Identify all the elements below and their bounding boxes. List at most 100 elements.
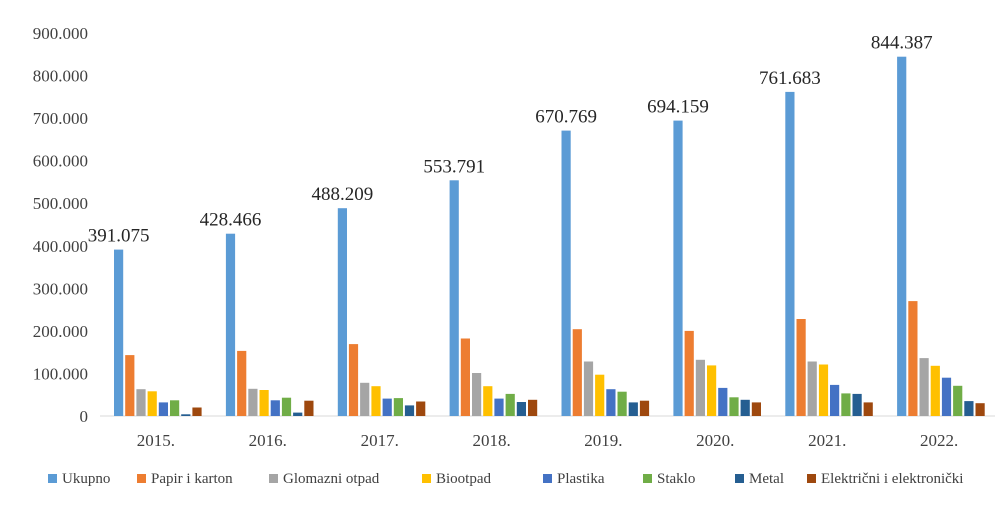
bar	[449, 180, 459, 416]
bar	[114, 249, 124, 416]
bar	[673, 120, 683, 416]
legend-item: Ukupno	[48, 471, 110, 487]
y-tick-label: 100.000	[33, 364, 88, 383]
bar	[941, 377, 952, 416]
bar	[785, 91, 795, 417]
bar	[740, 399, 750, 416]
legend-label: Papir i karton	[151, 471, 233, 487]
bar	[404, 405, 415, 416]
legend-label: Ukupno	[62, 471, 110, 487]
legend-swatch	[807, 474, 816, 483]
bar	[460, 338, 470, 416]
bar	[528, 399, 538, 416]
bar	[695, 359, 705, 416]
y-tick-label: 800.000	[33, 67, 88, 86]
data-labels: 391.075 428.466 488.209 553.791 670.769 694.1…	[88, 33, 933, 247]
y-tick-label: 200.000	[33, 322, 88, 341]
bar	[293, 412, 303, 416]
legend-label: Biootpad	[436, 471, 491, 487]
legend-swatch	[137, 474, 146, 483]
legend-item: Biootpad	[422, 471, 491, 487]
legend-swatch	[269, 474, 278, 483]
bar	[807, 361, 817, 416]
y-tick-label: 600.000	[33, 152, 88, 171]
legend-item: Plastika	[543, 471, 605, 487]
legend-item: Papir i karton	[137, 471, 233, 487]
bar	[505, 393, 515, 416]
y-tick-label: 900.000	[33, 24, 88, 43]
legend-label: Metal	[749, 471, 784, 487]
x-tick-label: 2015.	[137, 431, 175, 450]
x-tick-label: 2016.	[249, 431, 287, 450]
bar	[606, 389, 616, 416]
bar	[516, 402, 526, 416]
legend-item: Metal	[735, 471, 784, 487]
y-tick-label: 700.000	[33, 109, 88, 128]
bar	[964, 401, 974, 416]
x-tick-label: 2019.	[584, 431, 622, 450]
legend-swatch	[735, 474, 744, 483]
legend-swatch	[543, 474, 552, 483]
y-tick-label: 0	[80, 407, 89, 426]
legend-item: Staklo	[643, 471, 695, 487]
bars	[114, 56, 985, 417]
x-tick-label: 2021.	[808, 431, 846, 450]
bar	[259, 390, 269, 416]
bar	[561, 130, 571, 416]
data-label: 670.769	[535, 107, 597, 128]
bar	[483, 386, 493, 416]
bar	[852, 393, 862, 416]
y-tick-label: 400.000	[33, 237, 88, 256]
bar	[897, 56, 907, 416]
bar	[237, 350, 247, 416]
data-label: 428.466	[200, 210, 262, 231]
x-tick-label: 2020.	[696, 431, 734, 450]
bar	[337, 208, 347, 416]
x-axis: 2015. 2016. 2017. 2018. 2019. 2020. 2021. 2022.	[137, 431, 958, 450]
bar	[707, 365, 717, 416]
bar	[281, 397, 292, 416]
bar	[136, 389, 146, 416]
legend-label: Glomazni otpad	[283, 471, 380, 487]
bar	[684, 330, 694, 416]
bar	[718, 387, 728, 416]
bar	[494, 398, 504, 416]
bar	[583, 361, 594, 416]
legend-item: Glomazni otpad	[269, 471, 380, 487]
bar	[919, 358, 929, 416]
legend-swatch	[422, 474, 431, 483]
bar	[953, 385, 963, 416]
bar	[595, 374, 605, 416]
data-label: 761.683	[759, 68, 821, 89]
x-tick-label: 2022.	[920, 431, 958, 450]
bar	[393, 398, 403, 416]
bar	[975, 403, 985, 416]
y-axis: 0 100.000 200.000 300.000 400.000 500.000 600.…	[33, 24, 88, 426]
bar	[572, 329, 582, 416]
legend-label: Električni i elektronički	[821, 471, 963, 487]
legend-label: Plastika	[557, 471, 605, 487]
bar	[170, 400, 180, 416]
bar	[360, 382, 370, 416]
bar	[472, 373, 482, 416]
legend-swatch	[48, 474, 57, 483]
legend-swatch	[643, 474, 652, 483]
data-label: 391.075	[88, 226, 150, 247]
bar	[248, 388, 258, 416]
data-label: 694.159	[647, 97, 709, 118]
legend-item: Električni i elektronički	[807, 471, 963, 487]
bar	[796, 319, 806, 416]
bar	[841, 393, 851, 416]
bar	[416, 401, 426, 416]
bar	[863, 402, 873, 416]
bar	[348, 344, 359, 416]
bar	[304, 400, 314, 416]
x-tick-label: 2018.	[472, 431, 510, 450]
bar	[617, 391, 627, 416]
legend: Ukupno Papir i karton Glomazni otpad Biootp…	[48, 471, 963, 487]
bar	[125, 355, 135, 416]
bar	[147, 391, 157, 416]
data-label: 844.387	[871, 33, 933, 54]
bar	[751, 402, 761, 416]
x-tick-label: 2017.	[361, 431, 399, 450]
